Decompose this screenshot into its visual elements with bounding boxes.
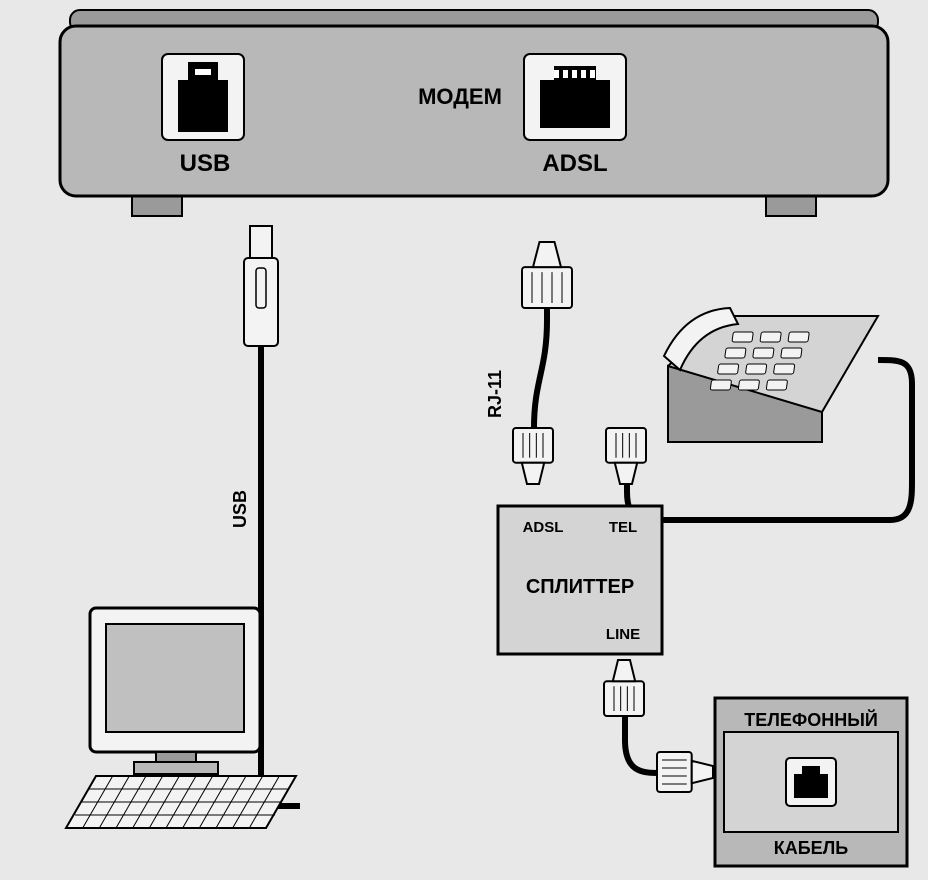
rj11-cable-label: RJ-11 — [485, 370, 506, 418]
splitter-adsl-label: ADSL — [513, 519, 573, 536]
usb-cable-label: USB — [230, 490, 251, 528]
wall-label-bot: КАБЕЛЬ — [716, 838, 906, 859]
connection-diagram — [0, 0, 928, 880]
adsl-port-label: ADSL — [520, 150, 630, 178]
splitter-title: СПЛИТТЕР — [500, 576, 660, 599]
splitter-tel-label: TEL — [598, 519, 648, 536]
wall-label-top: ТЕЛЕФОННЫЙ — [716, 710, 906, 731]
splitter-line-label: LINE — [598, 626, 648, 643]
usb-port-label: USB — [155, 150, 255, 178]
modem-title: МОДЕМ — [400, 84, 520, 110]
